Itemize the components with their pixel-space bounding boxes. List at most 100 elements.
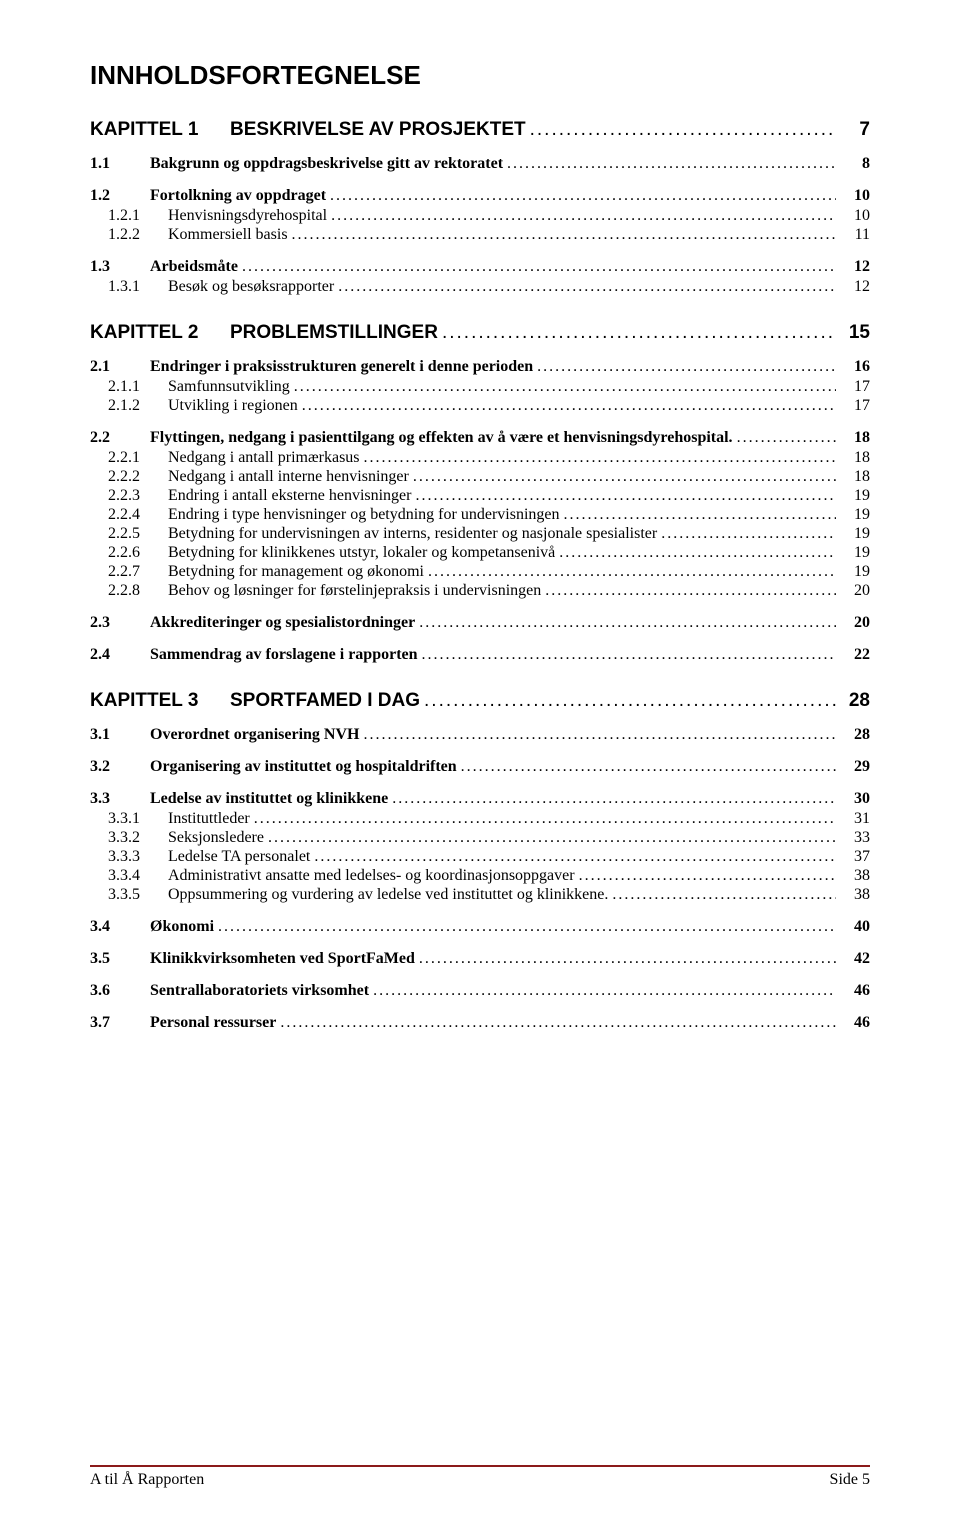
page-title: INNHOLDSFORTEGNELSE <box>90 60 870 91</box>
toc-entry: 2.2.3Endring i antall eksterne henvisnin… <box>90 487 870 505</box>
toc-label: Instituttleder <box>168 810 836 828</box>
toc-page-number: 19 <box>836 563 870 581</box>
toc-entry: 2.2Flyttingen, nedgang i pasienttilgang … <box>90 429 870 447</box>
toc-entry: KAPITTEL 1BESKRIVELSE AV PROSJEKTET7 <box>90 119 870 141</box>
toc-page-number: 38 <box>836 867 870 885</box>
toc-page-number: 46 <box>836 1014 870 1032</box>
toc-page-number: 16 <box>836 358 870 376</box>
toc-entry: 2.4Sammendrag av forslagene i rapporten2… <box>90 646 870 664</box>
toc-number: 1.3.1 <box>90 278 168 296</box>
toc-page-number: 19 <box>836 525 870 543</box>
toc-page-number: 11 <box>836 226 870 244</box>
toc-number: 2.3 <box>90 614 150 632</box>
toc-entry: 2.2.6Betydning for klinikkenes utstyr, l… <box>90 544 870 562</box>
toc-entry: 3.4Økonomi40 <box>90 918 870 936</box>
toc-label: Nedgang i antall primærkasus <box>168 449 836 467</box>
toc-label: Ledelse av instituttet og klinikkene <box>150 790 836 808</box>
toc-entry: 2.1.1Samfunnsutvikling17 <box>90 378 870 396</box>
toc-number: 2.1.2 <box>90 397 168 415</box>
toc-number: 2.2.7 <box>90 563 168 581</box>
toc-page-number: 38 <box>836 886 870 904</box>
toc-number: 1.2 <box>90 187 150 205</box>
toc-label: Personal ressurser <box>150 1014 836 1032</box>
toc-label: Betydning for klinikkenes utstyr, lokale… <box>168 544 836 562</box>
footer-left-text: A til Å Rapporten <box>90 1471 204 1489</box>
toc-page-number: 30 <box>836 790 870 808</box>
toc-number: KAPITTEL 2 <box>90 322 230 344</box>
toc-page-number: 19 <box>836 544 870 562</box>
toc-entry: 3.7Personal ressurser46 <box>90 1014 870 1032</box>
toc-page-number: 12 <box>836 278 870 296</box>
toc-entry: 3.3.2Seksjonsledere33 <box>90 829 870 847</box>
toc-number: 2.2.5 <box>90 525 168 543</box>
toc-page-number: 19 <box>836 506 870 524</box>
toc-label: Fortolkning av oppdraget <box>150 187 836 205</box>
toc-label: Overordnet organisering NVH <box>150 726 836 744</box>
toc-label: Organisering av instituttet og hospitald… <box>150 758 836 776</box>
toc-entry: 2.1Endringer i praksisstrukturen generel… <box>90 358 870 376</box>
toc-label: Akkrediteringer og spesialistordninger <box>150 614 836 632</box>
toc-number: 3.3.2 <box>90 829 168 847</box>
toc-label: Behov og løsninger for førstelinjepraksi… <box>168 582 836 600</box>
toc-number: 1.2.1 <box>90 207 168 225</box>
toc-number: 3.3.3 <box>90 848 168 866</box>
footer-row: A til Å Rapporten Side 5 <box>90 1471 870 1489</box>
toc-number: 3.1 <box>90 726 150 744</box>
toc-entry: 3.6Sentrallaboratoriets virksomhet46 <box>90 982 870 1000</box>
toc-label: SPORTFAMED I DAG <box>230 690 836 712</box>
toc-entry: 3.3Ledelse av instituttet og klinikkene3… <box>90 790 870 808</box>
toc-label: Nedgang i antall interne henvisninger <box>168 468 836 486</box>
toc-entry: 2.2.5Betydning for undervisningen av int… <box>90 525 870 543</box>
toc-label: Utvikling i regionen <box>168 397 836 415</box>
toc-number: 2.2.1 <box>90 449 168 467</box>
toc-entry: 1.1Bakgrunn og oppdragsbeskrivelse gitt … <box>90 155 870 173</box>
toc-number: 1.1 <box>90 155 150 173</box>
toc-number: 3.5 <box>90 950 150 968</box>
toc-page-number: 29 <box>836 758 870 776</box>
toc-label: Betydning for undervisningen av interns,… <box>168 525 836 543</box>
toc-label: PROBLEMSTILLINGER <box>230 322 836 344</box>
toc-number: KAPITTEL 1 <box>90 119 230 141</box>
toc-number: 2.2.6 <box>90 544 168 562</box>
toc-page-number: 37 <box>836 848 870 866</box>
toc-label: Ledelse TA personalet <box>168 848 836 866</box>
toc-entry: 2.2.7Betydning for management og økonomi… <box>90 563 870 581</box>
toc-entry: 2.2.4Endring i type henvisninger og bety… <box>90 506 870 524</box>
toc-entry: 2.1.2Utvikling i regionen17 <box>90 397 870 415</box>
footer-right-text: Side 5 <box>830 1471 870 1489</box>
toc-entry: KAPITTEL 2PROBLEMSTILLINGER15 <box>90 322 870 344</box>
toc-entry: 1.3Arbeidsmåte12 <box>90 258 870 276</box>
toc-label: Endring i type henvisninger og betydning… <box>168 506 836 524</box>
toc-label: Samfunnsutvikling <box>168 378 836 396</box>
toc-entry: 2.2.8Behov og løsninger for førstelinjep… <box>90 582 870 600</box>
toc-label: Henvisningsdyrehospital <box>168 207 836 225</box>
toc-label: BESKRIVELSE AV PROSJEKTET <box>230 119 836 141</box>
toc-entry: 3.2Organisering av instituttet og hospit… <box>90 758 870 776</box>
toc-entry: 3.3.4Administrativt ansatte med ledelses… <box>90 867 870 885</box>
toc-label: Økonomi <box>150 918 836 936</box>
toc-number: 3.3.5 <box>90 886 168 904</box>
toc-label: Klinikkvirksomheten ved SportFaMed <box>150 950 836 968</box>
toc-entry: 1.2Fortolkning av oppdraget10 <box>90 187 870 205</box>
toc-page-number: 28 <box>836 726 870 744</box>
toc-label: Oppsummering og vurdering av ledelse ved… <box>168 886 836 904</box>
toc-page-number: 19 <box>836 487 870 505</box>
toc-entry: 2.2.2Nedgang i antall interne henvisning… <box>90 468 870 486</box>
toc-number: 3.3 <box>90 790 150 808</box>
toc-page-number: 8 <box>836 155 870 173</box>
toc-label: Endring i antall eksterne henvisninger <box>168 487 836 505</box>
toc-page-number: 46 <box>836 982 870 1000</box>
toc-label: Flyttingen, nedgang i pasienttilgang og … <box>150 429 836 447</box>
toc-page-number: 20 <box>836 582 870 600</box>
toc-number: 2.2.2 <box>90 468 168 486</box>
toc-page-number: 10 <box>836 187 870 205</box>
toc-entry: 3.3.1Instituttleder31 <box>90 810 870 828</box>
toc-label: Besøk og besøksrapporter <box>168 278 836 296</box>
toc-number: 2.2.3 <box>90 487 168 505</box>
toc-entry: 3.3.5Oppsummering og vurdering av ledels… <box>90 886 870 904</box>
toc-entry: 2.2.1Nedgang i antall primærkasus18 <box>90 449 870 467</box>
document-page: INNHOLDSFORTEGNELSE KAPITTEL 1BESKRIVELS… <box>0 0 960 1539</box>
toc-number: 1.2.2 <box>90 226 168 244</box>
toc-entry: 3.1Overordnet organisering NVH28 <box>90 726 870 744</box>
toc-number: 2.4 <box>90 646 150 664</box>
